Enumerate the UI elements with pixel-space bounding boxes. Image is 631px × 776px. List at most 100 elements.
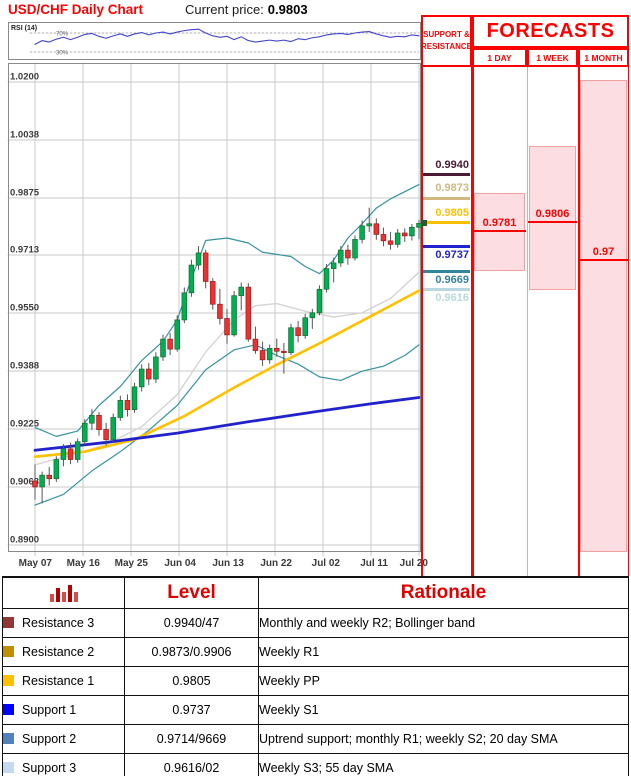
candle-down xyxy=(210,281,216,305)
rsi-overbought-label: 70% xyxy=(56,32,69,38)
level-color-swatch xyxy=(3,733,14,744)
plot-grid xyxy=(7,62,422,557)
candle-up xyxy=(231,295,237,336)
level-value-cell: 0.9805 xyxy=(124,666,259,696)
candle-up xyxy=(117,400,124,418)
level-value-cell: 0.9940/47 xyxy=(124,608,259,638)
x-axis-tick-label: May 16 xyxy=(67,558,101,569)
level-color-swatch xyxy=(3,617,14,628)
candle-up xyxy=(195,252,202,266)
candle-down xyxy=(245,286,252,340)
table-row-resistance-2: Resistance 2 0.9873/0.9906 Weekly R1 xyxy=(2,637,629,667)
candle-up xyxy=(160,338,166,358)
forecast-column-header-1month[interactable]: 1 MONTH xyxy=(578,48,629,67)
support-resistance-header-line1: SUPPORT & xyxy=(423,30,470,39)
level-color-swatch xyxy=(3,762,14,773)
rationale-cell: Uptrend support; monthly R1; weekly S2; … xyxy=(258,724,629,754)
candle-up xyxy=(394,232,401,245)
y-axis-tick-label: 0.9550 xyxy=(10,303,39,314)
candle-down xyxy=(32,480,38,488)
x-axis-tick-label: Jun 04 xyxy=(164,558,196,569)
level-name-cell: Support 1 xyxy=(2,695,125,725)
current-price-value: 0.9803 xyxy=(267,2,308,17)
candle-up xyxy=(359,225,365,240)
price-chart[interactable]: RSI (14) 70% 30% 1.0200 1.0038 0.9875 0.9713 0.… xyxy=(0,0,631,578)
candle-down xyxy=(96,415,102,430)
candlesticks xyxy=(32,207,422,504)
candle-up xyxy=(366,223,372,227)
rationale-cell: Weekly R1 xyxy=(258,637,629,667)
x-axis-tick-label: Jul 02 xyxy=(312,558,341,569)
y-axis-tick-label: 0.9713 xyxy=(10,245,39,256)
candle-down xyxy=(46,474,52,480)
y-axis-tick-label: 0.8900 xyxy=(10,535,39,546)
forecast-column-header-1day[interactable]: 1 DAY xyxy=(472,48,527,67)
levels-table-header-row: Level Rationale xyxy=(2,577,629,609)
level-column-header: Level xyxy=(124,577,259,609)
candle-up xyxy=(330,262,337,269)
level-name: Support 1 xyxy=(22,703,77,717)
level-name: Resistance 3 xyxy=(22,616,95,630)
level-name: Support 3 xyxy=(22,761,77,775)
candle-down xyxy=(345,249,351,259)
x-axis-tick-label: May 25 xyxy=(115,558,149,569)
level-name-cell: Resistance 2 xyxy=(2,637,125,667)
support-resistance-header: SUPPORT & RESISTANCE xyxy=(421,15,472,67)
y-axis-tick-label: 1.0200 xyxy=(10,72,39,83)
level-name: Support 2 xyxy=(22,732,77,746)
candle-up xyxy=(82,422,88,443)
candle-up xyxy=(110,417,116,440)
candle-down xyxy=(380,234,387,242)
rationale-cell: Weekly PP xyxy=(258,666,629,696)
candle-up xyxy=(416,223,422,228)
x-axis-tick-label: Jul 11 xyxy=(360,558,388,569)
table-row-support-3: Support 3 0.9616/02 Weekly S3; 55 day SMA xyxy=(2,753,629,776)
level-value-cell: 0.9737 xyxy=(124,695,259,725)
rsi-oversold-label: 30% xyxy=(56,51,69,57)
candle-down xyxy=(167,338,173,350)
forecast-column-header-1week[interactable]: 1 WEEK xyxy=(527,48,578,67)
rationale-cell: Weekly S1 xyxy=(258,695,629,725)
y-axis-tick-label: 0.9875 xyxy=(10,188,40,199)
candle-up xyxy=(409,226,415,237)
candle-up xyxy=(131,386,138,411)
y-axis-tick-label: 0.9225 xyxy=(10,419,40,430)
x-axis-tick-label: Jul 20 xyxy=(400,558,429,569)
level-name: Resistance 1 xyxy=(22,674,95,688)
x-axis-tick-label: Jun 22 xyxy=(260,558,292,569)
level-name: Resistance 2 xyxy=(22,645,95,659)
candle-down xyxy=(373,223,380,235)
legend-column-header xyxy=(2,577,125,609)
rsi-line xyxy=(34,28,420,45)
candle-down xyxy=(387,240,394,245)
candle-up xyxy=(338,249,344,264)
candle-down xyxy=(103,429,109,440)
x-axis-tick-label: Jun 13 xyxy=(212,558,244,569)
page-header: USD/CHF Daily Chart Current price: 0.9803 xyxy=(8,1,308,19)
levels-table: Level Rationale Resistance 3 0.9940/47 Mon… xyxy=(2,577,629,776)
candle-down xyxy=(224,318,230,336)
rsi-panel: RSI (14) 70% 30% xyxy=(8,22,421,60)
table-row-resistance-1: Resistance 1 0.9805 Weekly PP xyxy=(2,666,629,696)
rationale-cell: Monthly and weekly R2; Bollinger band xyxy=(258,608,629,638)
level-color-swatch xyxy=(3,704,14,715)
forecasts-header: FORECASTS xyxy=(472,15,629,48)
candle-up xyxy=(53,459,60,480)
rsi-label: RSI (14) xyxy=(11,25,37,32)
candle-down xyxy=(202,252,209,282)
support-resistance-header-line2: RESISTANCE xyxy=(421,42,472,51)
level-name-cell: Resistance 1 xyxy=(2,666,125,696)
y-axis-tick-label: 1.0038 xyxy=(10,130,39,141)
level-name-cell: Support 3 xyxy=(2,753,125,776)
candle-down xyxy=(67,448,74,460)
candle-down xyxy=(295,327,301,336)
candle-up xyxy=(238,286,244,297)
bollinger-upper-band xyxy=(34,183,420,437)
candle-up xyxy=(316,288,323,314)
y-axis-tick-label: 0.9388 xyxy=(10,361,39,372)
rationale-cell: Weekly S3; 55 day SMA xyxy=(258,753,629,776)
level-name-cell: Resistance 3 xyxy=(2,608,125,638)
candle-down xyxy=(124,400,131,411)
level-value-cell: 0.9714/9669 xyxy=(124,724,259,754)
